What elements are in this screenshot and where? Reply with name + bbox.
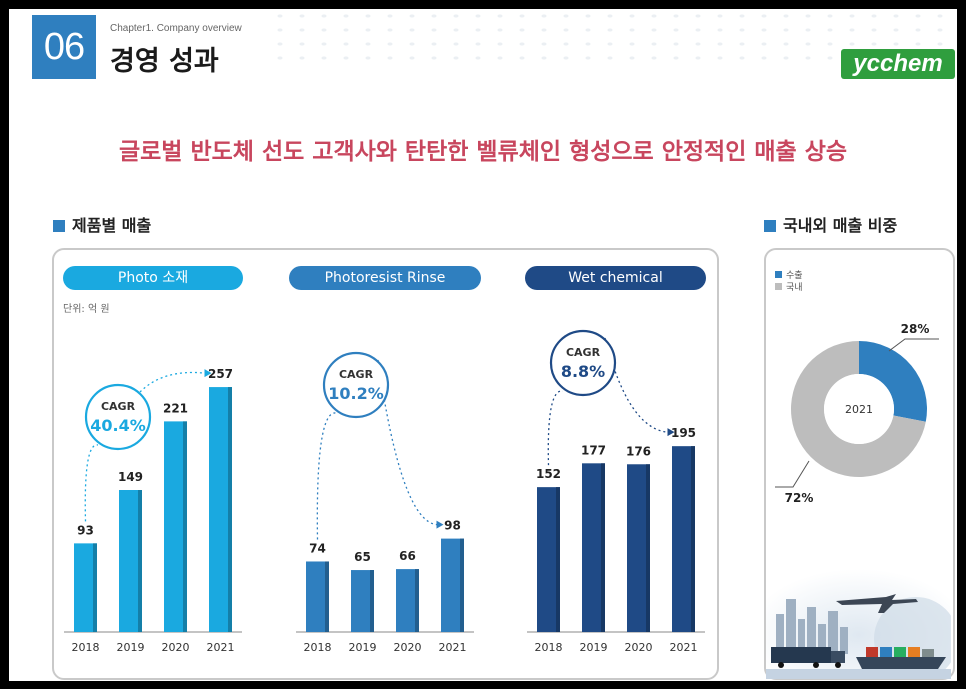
bar-value-label: 66 [399,549,416,563]
pill-rinse: Photoresist Rinse [289,266,481,290]
cagr-value: 10.2% [328,384,384,403]
chapter-number: 06 [32,15,96,79]
pill-wet: Wet chemical [525,266,706,290]
headline: 글로벌 반도체 선도 고객사와 탄탄한 벨류체인 형성으로 안정적인 매출 상승 [118,139,848,165]
cagr-bubble [322,351,390,419]
slice-label-export: 28% [901,322,930,336]
cagr-value: 8.8% [561,362,605,381]
bar-side [183,421,187,632]
bar [74,543,97,632]
bar [209,387,232,632]
cagr-arrowhead [204,369,212,378]
cagr-connector [316,412,337,540]
section-title-share: 국내외 매출 비중 [764,212,897,236]
cagr-label: CAGR [101,400,136,413]
x-tick-label: 2021 [207,641,235,654]
company-logo: ycchem [841,49,955,79]
x-tick-label: 2018 [304,641,332,654]
bar-side [325,561,329,632]
bar-value-label: 152 [536,467,561,481]
legend-swatch [775,271,782,278]
bar [582,463,605,632]
bar [672,446,695,632]
x-tick-label: 2019 [117,641,145,654]
bar-side [93,543,97,632]
leader-line-domestic [775,460,810,488]
legend-swatch [775,283,782,290]
bar [441,538,464,632]
cagr-connector [547,390,564,466]
leader-line-export [888,338,939,352]
slide: 06 Chapter1. Company overview 경영 성과 ycch… [9,9,957,681]
legend-label: 국내 [786,282,803,293]
bar-value-label: 65 [354,550,371,564]
x-tick-label: 2020 [162,641,190,654]
page-title: 경영 성과 [110,46,219,77]
cagr-label: CAGR [566,346,601,359]
x-tick-label: 2018 [72,641,100,654]
donut-slice [859,341,927,422]
cagr-connector [84,444,99,522]
slice-label-domestic: 72% [785,491,814,505]
bar-value-label: 98 [444,519,461,533]
bar-side [138,490,142,632]
section-title-products: 제품별 매출 [53,212,151,236]
bar [537,487,560,632]
cagr-label: CAGR [339,368,374,381]
bar-side [556,487,560,632]
cagr-arrowhead [436,520,444,529]
bar-value-label: 221 [163,401,188,415]
square-bullet-icon [53,220,65,232]
chapter-subtitle: Chapter1. Company overview [110,23,242,34]
bar-value-label: 93 [77,523,94,537]
pill-photo: Photo 소재 [63,266,243,290]
donut-slice [791,341,926,477]
section-title-text: 국내외 매출 비중 [783,216,898,235]
bar-side [601,463,605,632]
bar [351,570,374,632]
product-sales-panel [52,248,719,680]
x-tick-label: 2019 [580,641,608,654]
bar-value-label: 149 [118,470,143,484]
bar [119,490,142,632]
x-tick-label: 2020 [625,641,653,654]
bar-side [460,538,464,632]
bar [306,561,329,632]
bar-side [415,569,419,632]
x-tick-label: 2018 [535,641,563,654]
bar [627,464,650,632]
bar [164,421,187,632]
cagr-arrow-line [139,371,205,393]
bar-side [691,446,695,632]
cagr-value: 40.4% [90,416,146,435]
bar-value-label: 74 [309,541,326,555]
bar [396,569,419,632]
section-title-text: 제품별 매출 [72,216,152,235]
donut-hole [824,374,894,444]
square-bullet-icon [764,220,776,232]
bar-value-label: 195 [671,426,696,440]
charts-svg: 93 2018 149 2019 221 2020 257 2021 CAGR 40.4% 74 20… [64,270,939,654]
bar-value-label: 257 [208,367,233,381]
x-tick-label: 2020 [394,641,422,654]
cagr-arrowhead [667,428,675,437]
bar-side [646,464,650,632]
donut-center-label: 2021 [845,403,873,416]
bar-side [228,387,232,632]
cagr-arrow-line [604,337,668,433]
bar-value-label: 176 [626,444,651,458]
x-tick-label: 2021 [439,641,467,654]
unit-label: 단위: 억 원 [63,304,110,315]
x-tick-label: 2019 [349,641,377,654]
bar-side [370,570,374,632]
cagr-bubble [549,329,617,397]
legend-label: 수출 [786,270,803,281]
x-tick-label: 2021 [670,641,698,654]
cagr-bubble [84,383,152,451]
bar-value-label: 177 [581,443,606,457]
logistics-illustration [766,569,951,679]
